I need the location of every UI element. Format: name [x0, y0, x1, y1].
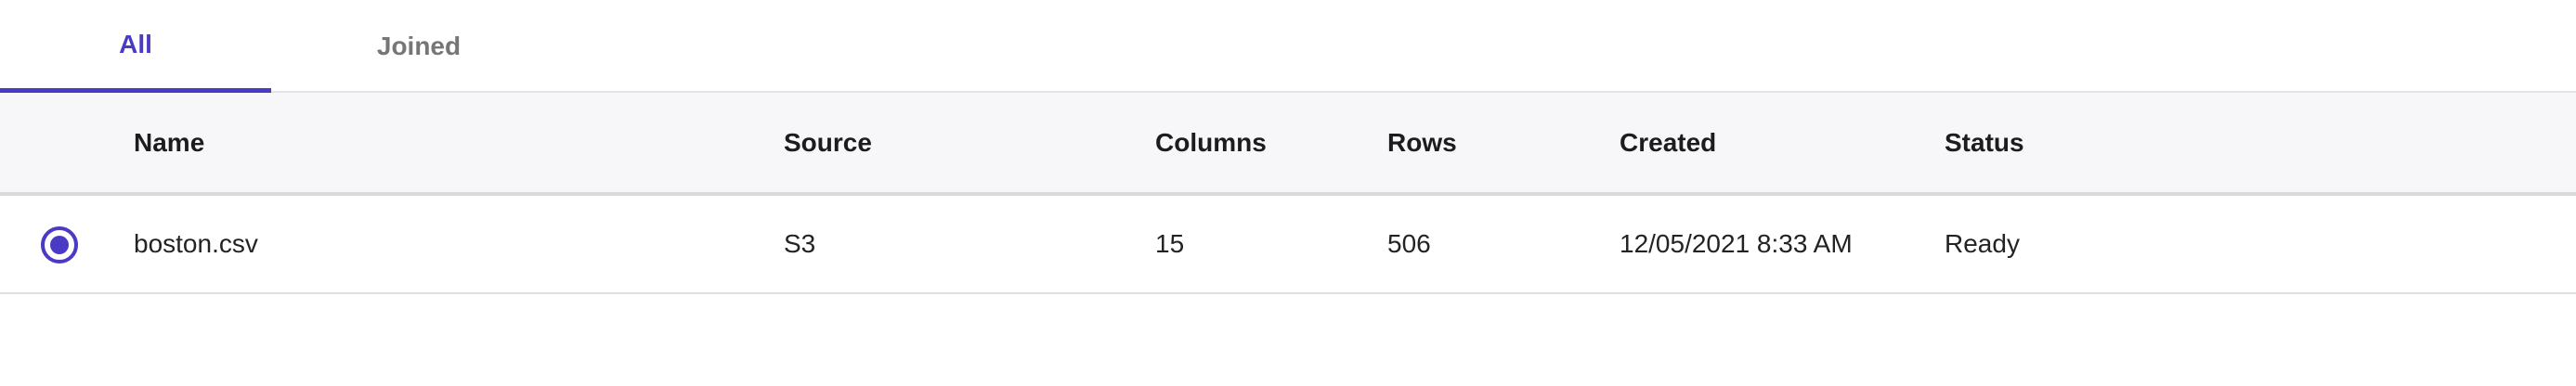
- column-header-columns[interactable]: Columns: [1155, 127, 1267, 157]
- column-header-name[interactable]: Name: [134, 127, 205, 157]
- row-select-radio[interactable]: [41, 226, 78, 264]
- cell-created: 12/05/2021 8:33 AM: [1620, 229, 1853, 258]
- column-header-rows[interactable]: Rows: [1387, 127, 1457, 157]
- radio-selected-dot: [50, 236, 69, 254]
- column-header-status[interactable]: Status: [1945, 127, 2024, 157]
- cell-rows: 506: [1387, 229, 1431, 258]
- tab-bar: All Joined: [0, 0, 2576, 93]
- table-row[interactable]: boston.csv S3 15 506 12/05/2021 8:33 AM …: [0, 196, 2576, 294]
- table-header: Name Source Columns Rows Created Status: [0, 93, 2576, 196]
- column-header-source[interactable]: Source: [784, 127, 872, 157]
- cell-source: S3: [784, 229, 816, 258]
- cell-name: boston.csv: [134, 229, 258, 258]
- cell-status: Ready: [1945, 229, 2020, 258]
- cell-columns: 15: [1155, 229, 1185, 258]
- tab-all[interactable]: All: [0, 0, 271, 93]
- datasets-table: Name Source Columns Rows Created Status …: [0, 93, 2576, 294]
- tab-joined[interactable]: Joined: [376, 32, 462, 60]
- column-header-created[interactable]: Created: [1620, 127, 1717, 157]
